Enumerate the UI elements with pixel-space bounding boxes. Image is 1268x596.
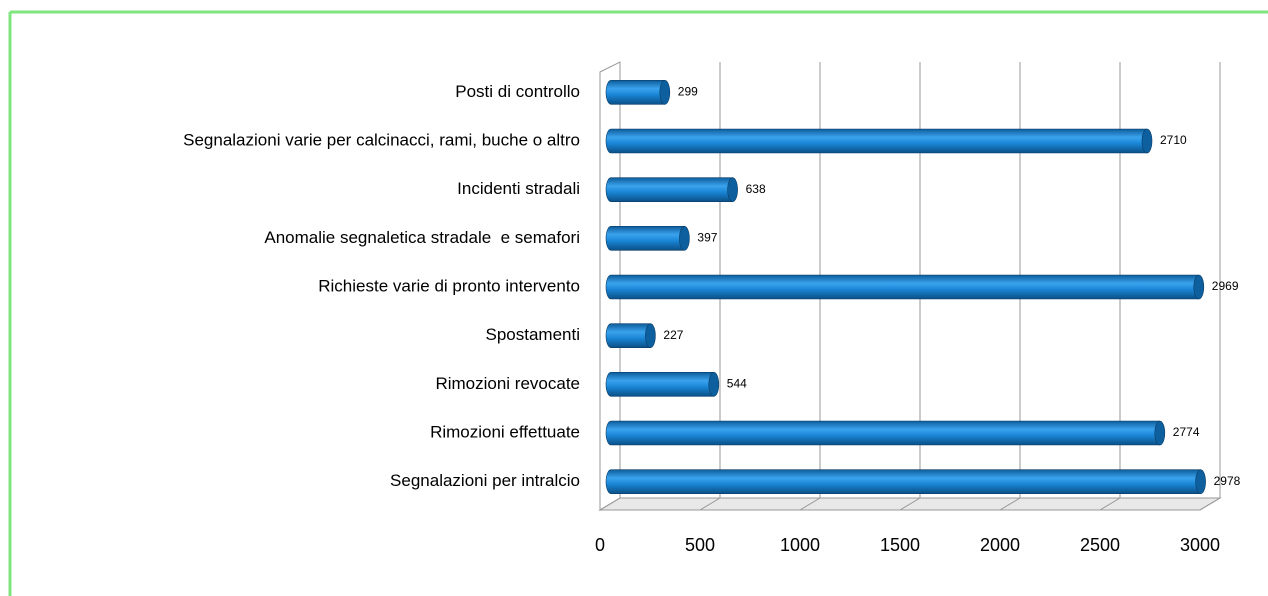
x-tick-label: 1000 [780,535,820,555]
value-label: 2969 [1212,279,1239,293]
grid-line [999,497,1021,511]
y-tick-label: Anomalie segnaletica stradale e semafori [264,228,580,247]
bar [605,177,733,202]
value-label: 2710 [1160,133,1187,147]
bar [605,80,666,105]
value-label: 299 [678,85,698,99]
bar [605,420,1161,446]
bar-cap [659,80,671,105]
value-label: 544 [727,377,747,391]
bar-cap [1154,420,1166,446]
grid-line [899,497,921,511]
y-tick-label: Rimozioni revocate [435,374,580,393]
x-tick-label: 3000 [1180,535,1220,555]
value-label: 227 [663,328,683,342]
grid-line [599,497,621,511]
value-label: 2978 [1214,474,1241,488]
bar [605,128,1148,154]
bar-cap [679,226,690,251]
value-label: 638 [746,182,766,196]
grid-line [1199,497,1221,511]
grid-line [1099,497,1121,511]
bar-cap [1195,469,1206,494]
value-label: 2774 [1173,425,1200,439]
x-tick-label: 1500 [880,535,920,555]
y-tick-label: Rimozioni effettuate [430,422,580,441]
bar [605,372,715,397]
y-tick-label: Segnalazioni varie per calcinacci, rami,… [183,130,580,149]
x-tick-label: 0 [595,535,605,555]
bar [605,226,685,251]
x-tick-label: 2500 [1080,535,1120,555]
x-tick-label: 2000 [980,535,1020,555]
bar-cap [1141,128,1153,154]
bar-cap [727,177,738,202]
y-tick-label: Richieste varie di pronto intervento [318,276,580,295]
value-label: 397 [697,231,717,245]
bar [605,323,651,348]
x-tick-label: 500 [685,535,715,555]
bar-cap [1193,274,1205,300]
bar-cap [645,323,656,348]
y-tick-label: Spostamenti [486,325,581,344]
bar-cap [708,372,720,397]
grid-line [699,497,721,511]
grid-line [799,497,821,511]
bar [605,469,1201,494]
y-tick-label: Posti di controllo [455,82,580,101]
y-tick-label: Segnalazioni per intralcio [390,471,580,490]
y-tick-label: Incidenti stradali [457,179,580,198]
bar [605,274,1200,300]
